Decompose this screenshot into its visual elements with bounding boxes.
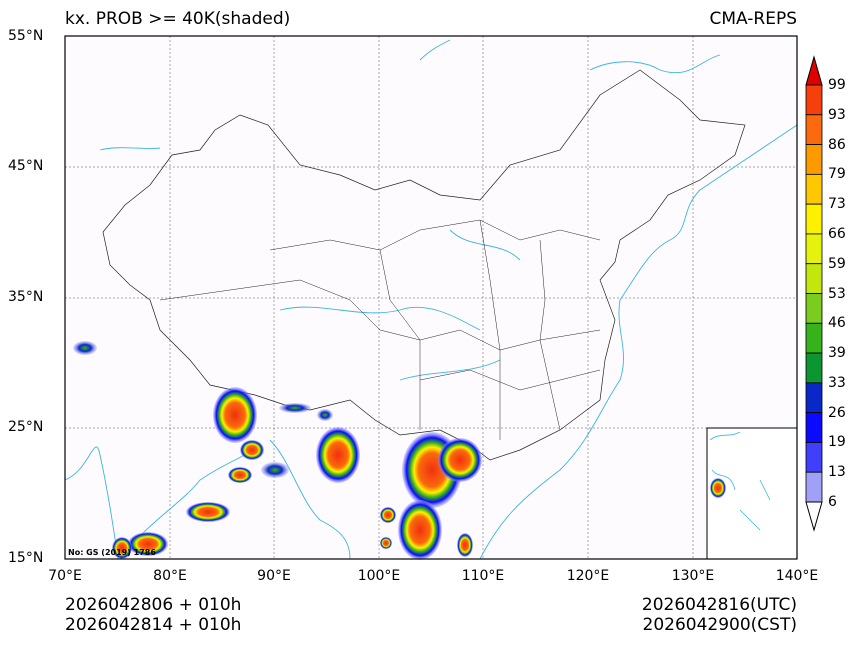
colorbar-label: 59 (828, 255, 846, 272)
colorbar-segment (805, 382, 823, 414)
colorbar-segment (805, 203, 823, 235)
colorbar-label: 86 (828, 136, 846, 153)
colorbar-label: 26 (828, 404, 846, 421)
lat-label: 45°N (8, 158, 44, 174)
colorbar-segment (805, 144, 823, 175)
colorbar-segment (805, 114, 823, 145)
map-approval-number: No: GS (2019) 1786 (68, 548, 156, 557)
lon-label: 80°E (153, 568, 187, 584)
lat-label: 25°N (8, 419, 44, 435)
colorbar-label: 39 (828, 345, 846, 362)
colorbar-label: 99 (828, 77, 846, 93)
model-name: CMA-REPS (709, 9, 797, 29)
colorbar-label: 93 (828, 106, 846, 123)
colorbar-over-arrow (805, 55, 823, 86)
lat-label: 15°N (8, 550, 44, 566)
init-time-utc: 2026042806 + 010h (65, 595, 242, 615)
colorbar-segment (805, 263, 823, 294)
colorbar-label: 13 (828, 464, 846, 481)
lon-label: 140°E (775, 568, 819, 584)
lon-label: 90°E (257, 568, 291, 584)
lon-label: 110°E (461, 568, 505, 584)
province-borders (159, 219, 601, 440)
valid-time-cst: 2026042900(CST) (642, 615, 797, 635)
colorbar-label: 73 (828, 196, 846, 213)
colorbar-under-arrow (805, 501, 823, 532)
gridlines (65, 36, 797, 559)
colorbar-segment (805, 293, 823, 324)
colorbar-label: 33 (828, 374, 846, 391)
colorbar-label: 66 (828, 225, 846, 242)
colorbar-label: 53 (828, 285, 846, 302)
colorbar-label: 6 (828, 494, 837, 510)
colorbar-label: 19 (828, 434, 846, 451)
colorbar-segment (805, 412, 823, 443)
colorbar-segment (805, 173, 823, 205)
lon-label: 100°E (357, 568, 401, 584)
colorbar-segment (805, 442, 823, 473)
colorbar-segment (805, 233, 823, 265)
colorbar-label: 79 (828, 166, 846, 183)
colorbar-label: 46 (828, 315, 846, 332)
lon-label: 130°E (671, 568, 715, 584)
probability-shading (73, 341, 482, 560)
lon-label: 120°E (566, 568, 610, 584)
lon-label: 70°E (48, 568, 82, 584)
map-title: kx. PROB >= 40K(shaded) (65, 9, 291, 29)
init-time-cst: 2026042814 + 010h (65, 615, 242, 635)
lat-label: 55°N (8, 28, 44, 44)
map-frame (64, 35, 798, 560)
colorbar-segment (805, 322, 823, 354)
colorbar (805, 55, 823, 532)
colorbar-segment (805, 352, 823, 384)
colorbar-segment (805, 471, 823, 503)
lat-label: 35°N (8, 289, 44, 305)
valid-time-utc: 2026042816(UTC) (641, 595, 797, 615)
colorbar-segment (805, 84, 823, 116)
